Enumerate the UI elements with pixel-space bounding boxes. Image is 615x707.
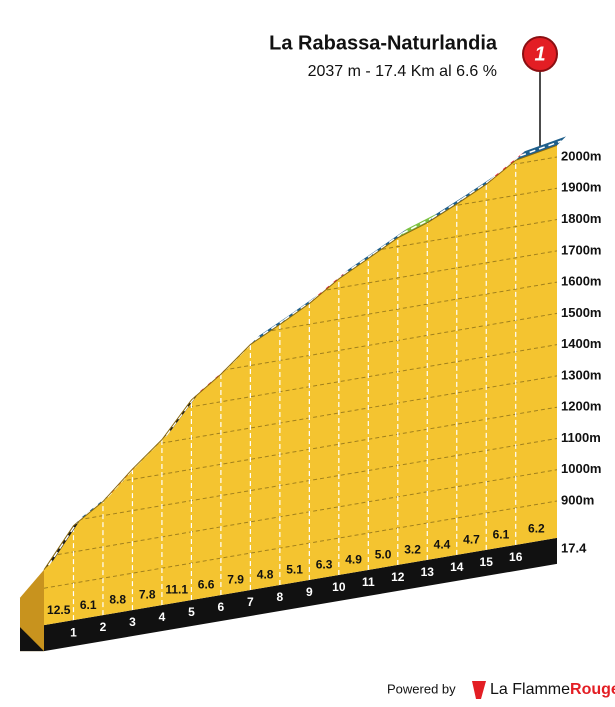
powered-by: Powered by [387,681,456,696]
y-tick-label: 1100m [561,430,601,445]
gradient-label: 8.8 [109,593,126,607]
y-tick-label: 1700m [561,242,601,257]
gradient-label: 5.0 [375,548,392,562]
base-band-side [20,627,44,652]
center-dash [313,273,344,300]
grid-line [44,406,557,495]
gradient-label: 6.1 [493,528,510,542]
gradient-label: 5.1 [286,563,303,577]
gradient-label: 4.8 [257,568,274,582]
x-tick-label: 7 [247,595,254,609]
center-dash [77,496,108,522]
center-dash [460,179,492,201]
x-tick-label: 16 [509,550,523,564]
chart-title: La Rabassa-Naturlandia [269,32,498,54]
y-tick-label: 1000m [561,461,601,476]
gradient-label: 7.8 [139,588,156,602]
gradient-label: 4.9 [345,553,362,567]
y-tick-label: 1800m [561,211,601,226]
grid-line [44,500,557,589]
x-tick-label: 11 [362,575,375,589]
center-dash [372,232,403,255]
y-tick-label: 1300m [561,367,601,382]
profile-side [20,569,44,652]
x-tick-label: 15 [480,555,494,569]
gradient-segment [397,213,437,238]
gradient-label: 11.1 [165,583,188,597]
center-dash [401,217,433,235]
x-tick-label: 2 [100,620,107,634]
grid-line [44,437,557,527]
x-tick-label: 14 [450,560,464,574]
x-tick-label: 5 [188,605,195,619]
marker-label: 1 [534,43,545,65]
x-tick-label: 17.4 [561,540,587,555]
profile-fill [44,145,557,626]
brand-light: La Flamme [490,681,570,698]
y-tick-label: 1400m [561,336,601,351]
center-dash [283,298,315,321]
brand-bold: Rouge [570,681,615,698]
brand-logo [472,681,486,699]
x-tick-label: 4 [159,610,166,624]
y-tick-label: 1200m [561,399,601,414]
y-tick-label: 1900m [561,180,601,195]
x-tick-label: 10 [332,580,346,594]
gradient-label: 12.5 [47,603,71,617]
y-tick-label: 1600m [561,274,601,289]
gradient-label: 6.1 [80,598,97,612]
brand-name: La FlammeRouge [490,681,615,698]
gradient-label: 7.9 [227,573,244,587]
y-tick-label: 2000m [561,148,601,163]
center-dash [165,394,197,436]
y-tick-label: 1500m [561,305,601,320]
y-tick-label: 900m [561,492,594,507]
x-tick-label: 12 [391,570,405,584]
x-tick-label: 8 [277,590,284,604]
x-tick-label: 13 [421,565,435,579]
marker-badge [522,36,558,72]
gradient-label: 4.4 [434,538,451,552]
gradient-label: 4.7 [463,533,480,547]
gradient-label: 6.6 [198,578,215,592]
profile-line [43,144,558,571]
center-dash [490,155,521,181]
center-dash [519,140,562,157]
base-band [44,537,557,652]
center-dash [254,319,285,341]
center-dash [342,253,374,275]
center-dash [431,198,462,219]
gradient-label: 3.2 [404,543,421,557]
x-tick-label: 6 [218,600,225,614]
gradient-label: 6.2 [528,522,545,536]
center-dash [47,520,79,566]
chart-subtitle: 2037 m - 17.4 Km al 6.6 % [308,63,497,80]
grid-line [44,469,557,558]
gradient-label: 6.3 [316,558,333,572]
plot: 900m 1000m 1100m 1200m 1300m 1400m 1500m 1600m 1… [20,136,601,652]
x-tick-label: 1 [70,625,77,639]
x-tick-label: 9 [306,585,313,599]
x-tick-label: 3 [129,615,136,629]
